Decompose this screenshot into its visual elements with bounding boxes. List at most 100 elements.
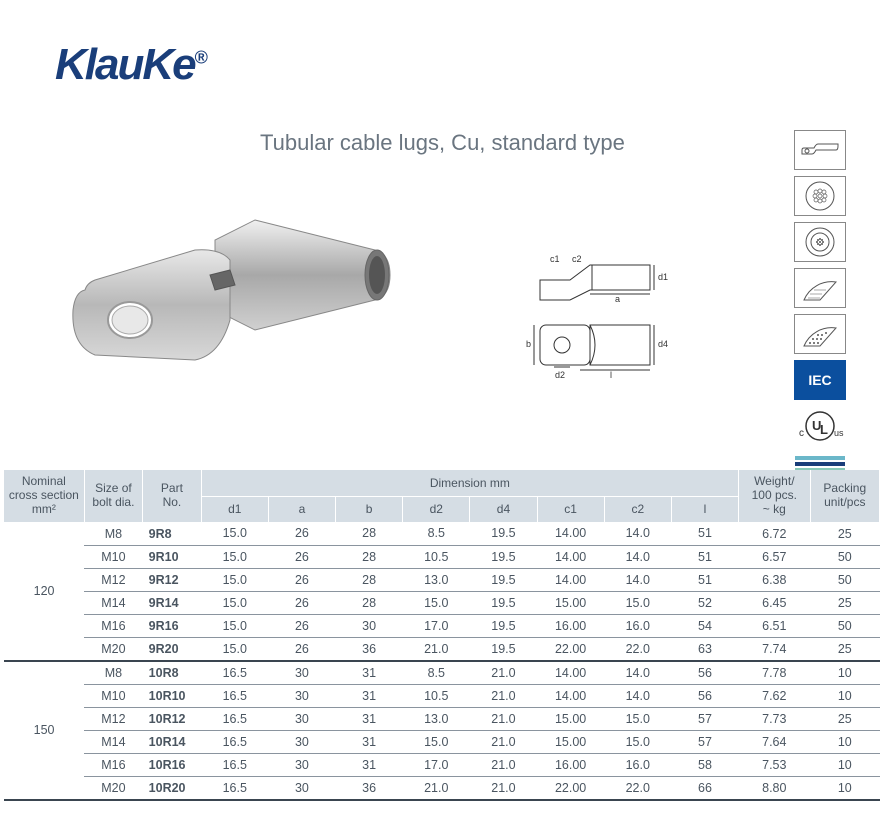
cell-l: 54 <box>671 614 738 637</box>
cell-packing: 10 <box>810 753 879 776</box>
cell-l: 51 <box>671 522 738 545</box>
cell-c2: 16.0 <box>604 614 671 637</box>
cell-c1: 14.00 <box>537 522 604 545</box>
svg-text:d1: d1 <box>658 272 668 282</box>
cell-b: 28 <box>336 568 403 591</box>
cell-b: 36 <box>336 637 403 661</box>
svg-text:c: c <box>799 428 804 439</box>
cell-l: 52 <box>671 591 738 614</box>
cell-packing: 25 <box>810 707 879 730</box>
cell-d1: 16.5 <box>201 730 268 753</box>
cell-a: 26 <box>268 637 335 661</box>
table-row: M129R1215.0262813.019.514.0014.0516.3850 <box>4 568 880 591</box>
cell-d4: 21.0 <box>470 661 537 685</box>
cell-d4: 21.0 <box>470 730 537 753</box>
cell-bolt: M14 <box>84 730 143 753</box>
cell-c1: 14.00 <box>537 568 604 591</box>
cell-part: 9R12 <box>143 568 202 591</box>
cell-weight: 6.45 <box>739 591 811 614</box>
cell-l: 51 <box>671 545 738 568</box>
certification-badges: IEC c U L us DNV·GL <box>794 130 854 490</box>
cell-d2: 21.0 <box>403 776 470 800</box>
cell-d1: 15.0 <box>201 522 268 545</box>
table-row: M1410R1416.5303115.021.015.0015.0577.641… <box>4 730 880 753</box>
cell-a: 30 <box>268 730 335 753</box>
cell-a: 30 <box>268 684 335 707</box>
cell-l: 56 <box>671 684 738 707</box>
table-row: M1210R1216.5303113.021.015.0015.0577.732… <box>4 707 880 730</box>
cell-c1: 14.00 <box>537 661 604 685</box>
badge-fine-stranded-icon <box>794 222 846 262</box>
cell-c2: 14.0 <box>604 661 671 685</box>
cell-weight: 6.57 <box>739 545 811 568</box>
cell-a: 30 <box>268 661 335 685</box>
th-part: Part No. <box>143 470 202 522</box>
th-d4: d4 <box>470 496 537 522</box>
cell-bolt: M8 <box>84 522 143 545</box>
th-l: l <box>671 496 738 522</box>
th-dimension-group: Dimension mm <box>201 470 738 496</box>
cell-weight: 7.62 <box>739 684 811 707</box>
table-row: 120M89R815.026288.519.514.0014.0516.7225 <box>4 522 880 545</box>
cell-bolt: M16 <box>84 614 143 637</box>
cell-b: 30 <box>336 614 403 637</box>
table-header: Nominal cross section mm² Size of bolt d… <box>4 470 880 522</box>
cell-packing: 10 <box>810 684 879 707</box>
svg-text:d2: d2 <box>555 370 565 380</box>
table-row: M209R2015.0263621.019.522.0022.0637.7425 <box>4 637 880 661</box>
cell-part: 10R16 <box>143 753 202 776</box>
cell-c2: 15.0 <box>604 730 671 753</box>
cell-weight: 7.73 <box>739 707 811 730</box>
cell-c2: 14.0 <box>604 684 671 707</box>
th-c2: c2 <box>604 496 671 522</box>
cell-c2: 16.0 <box>604 753 671 776</box>
cell-d2: 10.5 <box>403 684 470 707</box>
th-c1: c1 <box>537 496 604 522</box>
cell-part: 10R20 <box>143 776 202 800</box>
cell-b: 31 <box>336 753 403 776</box>
cell-a: 30 <box>268 707 335 730</box>
cell-d4: 19.5 <box>470 591 537 614</box>
cell-bolt: M20 <box>84 637 143 661</box>
cell-d4: 19.5 <box>470 545 537 568</box>
cell-d2: 8.5 <box>403 661 470 685</box>
cell-d1: 16.5 <box>201 707 268 730</box>
cell-a: 26 <box>268 522 335 545</box>
cell-packing: 25 <box>810 591 879 614</box>
cell-part: 9R20 <box>143 637 202 661</box>
cell-d1: 15.0 <box>201 591 268 614</box>
cell-d2: 15.0 <box>403 730 470 753</box>
cell-bolt: M8 <box>84 661 143 685</box>
cell-d2: 17.0 <box>403 753 470 776</box>
cell-c2: 14.0 <box>604 545 671 568</box>
cell-d2: 8.5 <box>403 522 470 545</box>
cell-b: 28 <box>336 522 403 545</box>
th-packing: Packing unit/pcs <box>810 470 879 522</box>
table-row: M109R1015.0262810.519.514.0014.0516.5750 <box>4 545 880 568</box>
cell-a: 30 <box>268 776 335 800</box>
table-row: M1010R1016.5303110.521.014.0014.0567.621… <box>4 684 880 707</box>
cell-c1: 14.00 <box>537 545 604 568</box>
cell-d1: 16.5 <box>201 776 268 800</box>
th-d1: d1 <box>201 496 268 522</box>
cell-l: 63 <box>671 637 738 661</box>
cell-c2: 15.0 <box>604 591 671 614</box>
th-b: b <box>336 496 403 522</box>
cell-packing: 10 <box>810 661 879 685</box>
cell-c1: 14.00 <box>537 684 604 707</box>
brand-name: KlauKe <box>55 40 195 89</box>
th-weight: Weight/ 100 pcs. ~ kg <box>739 470 811 522</box>
cell-l: 57 <box>671 730 738 753</box>
cell-l: 57 <box>671 707 738 730</box>
cell-d1: 15.0 <box>201 637 268 661</box>
cell-b: 28 <box>336 591 403 614</box>
cell-c1: 15.00 <box>537 730 604 753</box>
cell-d1: 15.0 <box>201 614 268 637</box>
cell-weight: 7.53 <box>739 753 811 776</box>
cell-d1: 15.0 <box>201 545 268 568</box>
cell-b: 28 <box>336 545 403 568</box>
cell-bolt: M20 <box>84 776 143 800</box>
cell-weight: 6.38 <box>739 568 811 591</box>
cell-packing: 25 <box>810 522 879 545</box>
cell-weight: 7.74 <box>739 637 811 661</box>
